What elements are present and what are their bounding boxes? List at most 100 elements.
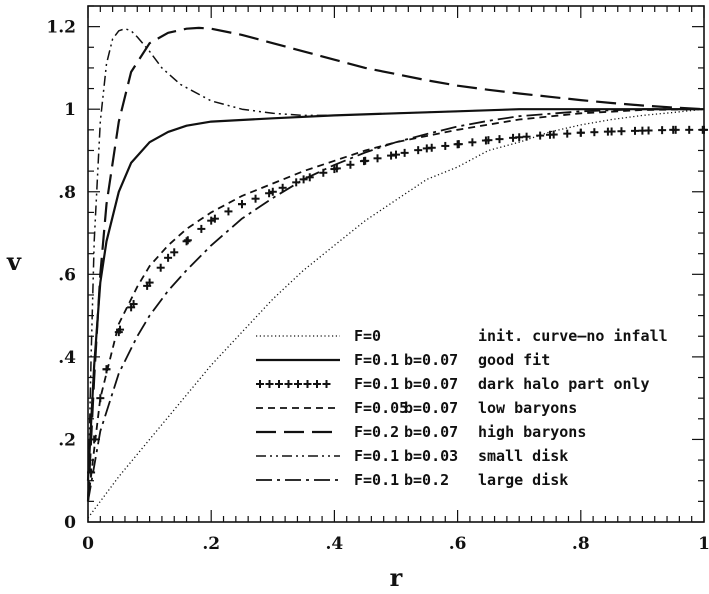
axis-ticks [87,5,705,523]
x-tick-label: .4 [326,534,344,554]
plus-marker [576,128,585,137]
x-tick-label: 1 [698,534,709,554]
plus-marker [563,129,572,138]
y-tick-label: 1.2 [46,18,76,38]
legend-entry: F=0.1 b=0.07 good fit [256,351,550,369]
plus-marker [590,128,599,137]
y-tick-label: 1 [64,100,76,120]
plus-marker [631,126,640,135]
legend: F=0 init. curve–no infall F=0.1 b=0.07 good … [256,327,668,489]
legend-label-desc: large disk [478,471,568,489]
plus-marker [303,380,312,388]
y-tick-label: .8 [58,183,76,203]
plus-marker [617,127,626,136]
series-4 [86,26,705,502]
plus-marker [454,140,463,149]
series-line [87,27,704,502]
plus-marker [400,148,409,157]
plus-marker [481,136,490,145]
plus-marker [182,237,191,246]
series-line [87,108,704,502]
x-tick-label: .6 [449,534,467,554]
legend-label-f: F=0.1 [354,447,399,465]
legend-label-b: b=0.07 [404,399,458,417]
plus-marker [373,154,382,163]
plus-marker [509,133,518,142]
y-tick-label: .2 [58,430,76,450]
plus-marker [275,380,283,388]
y-tick-label: .6 [58,265,76,285]
legend-entry: F=0.1 b=0.03 small disk [256,447,568,465]
plus-marker [238,200,246,209]
plot-frame [87,5,705,523]
plus-marker [359,157,368,166]
series-0 [87,108,705,519]
plus-marker [102,365,111,374]
plus-marker [414,146,423,155]
series-5 [87,27,704,502]
x-tick-label: 0 [82,534,94,554]
legend-label-b: b=0.07 [404,423,458,441]
plus-marker [299,175,308,184]
plus-marker [183,236,192,245]
legend-entry: F=0.1 b=0.2 large disk [256,471,568,489]
plus-marker [129,300,138,309]
plus-marker [644,126,653,135]
series-6 [87,108,704,502]
plus-marker [284,380,293,388]
plus-marker [387,151,396,160]
legend-label-desc: small disk [478,447,568,465]
plus-marker [256,380,264,388]
legend-label-desc: init. curve–no infall [478,327,668,345]
plus-marker [164,253,173,262]
plus-marker [441,141,450,150]
plus-marker [278,183,287,192]
legend-entry: F=0.05b=0.07 low baryons [256,399,577,417]
plus-marker [265,189,274,198]
plus-marker [265,380,274,388]
legend-label-desc: dark halo part only [478,375,650,393]
legend-label-desc: low baryons [478,399,577,417]
x-tick-label: .2 [202,534,220,554]
legend-label-f: F=0.2 [354,423,399,441]
legend-entry: F=0.1 b=0.07 dark halo part only [256,375,650,393]
plus-marker [197,224,206,233]
tick-labels: 0 .2 .4 .6 .8 1 0 .2 .4 .6 .8 1 1.2 [46,18,709,554]
legend-label-b: b=0.03 [404,447,458,465]
y-axis-label: v [6,247,22,276]
y-tick-label: 0 [64,513,76,533]
legend-label-f: F=0.1 [354,351,399,369]
y-tick-label: .4 [58,348,76,368]
plus-marker [319,168,328,177]
plus-marker [427,143,436,152]
legend-label-f: F=0 [354,327,381,345]
legend-entry: F=0.2 b=0.07 high baryons [256,423,586,441]
plus-marker [143,281,152,290]
series-line [86,26,705,502]
legend-label-f: F=0.1 [354,471,399,489]
plus-marker [294,380,302,388]
plus-marker [210,214,219,223]
plus-marker [268,187,277,196]
plus-marker [224,207,233,216]
legend-label-b: b=0.2 [404,471,449,489]
plus-marker [658,126,667,135]
plus-marker [313,380,321,388]
plus-marker [156,263,165,272]
plus-marker [322,380,331,388]
plus-marker [698,125,707,134]
legend-label-b: b=0.07 [404,351,458,369]
plus-marker [332,164,341,173]
legend-label-desc: high baryons [478,423,586,441]
legend-label-b: b=0.07 [404,375,458,393]
series-line [87,108,705,502]
plus-marker [549,130,558,139]
x-tick-label: .8 [572,534,590,554]
plus-marker [468,138,477,147]
legend-label-f: F=0.1 [354,375,399,393]
plus-marker [671,125,680,134]
plus-marker [522,132,531,141]
series-3 [87,108,705,502]
plus-marker [536,131,545,140]
